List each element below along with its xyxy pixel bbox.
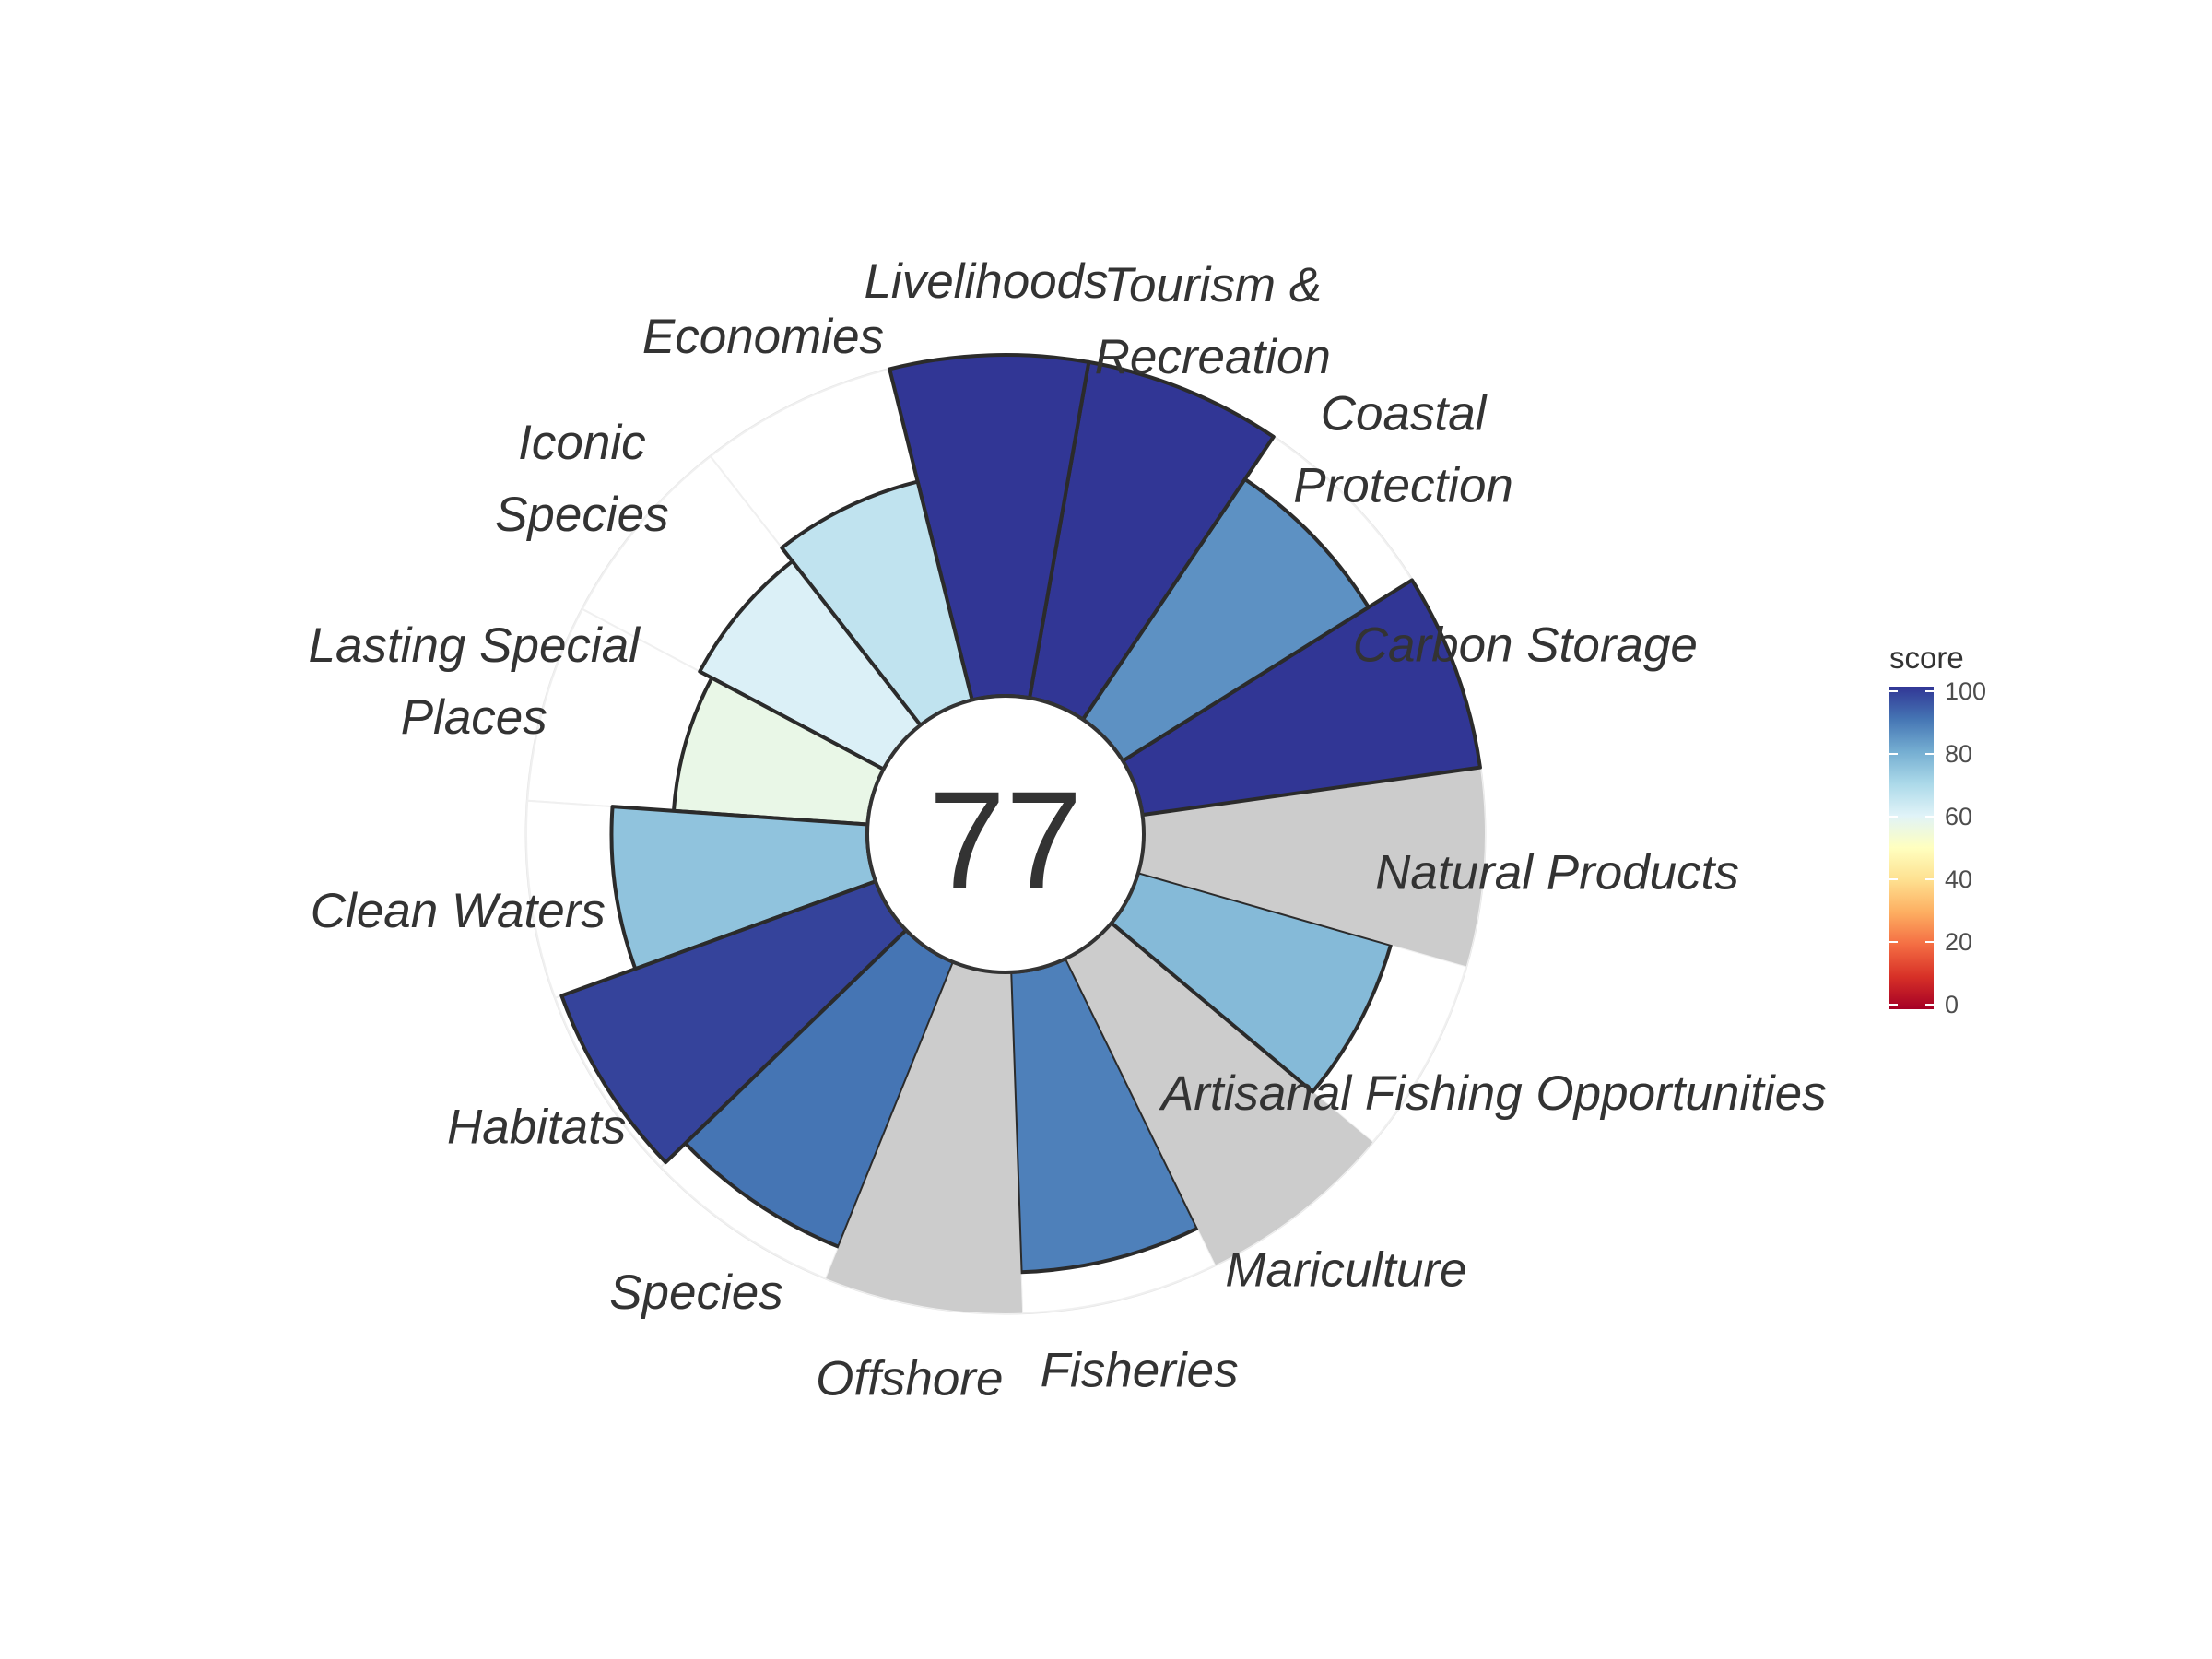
- legend-colorbar: [1889, 687, 1934, 1009]
- goal-label-line: Lasting Special: [309, 618, 641, 673]
- goal-label-line: Species: [609, 1265, 783, 1320]
- goal-label-iconic-species: Iconic Species: [495, 416, 669, 542]
- goal-label-natural-products: Natural Products: [1375, 845, 1739, 900]
- legend-tick-label: 0: [1945, 991, 1959, 1018]
- goal-label-artisanal-fishing-opportunities: Artisanal Fishing Opportunities: [1159, 1066, 1827, 1121]
- goal-label-line: Mariculture: [1225, 1242, 1466, 1297]
- goal-label-economies: Economies: [642, 310, 884, 364]
- goal-label-line: Livelihoods: [864, 254, 1108, 309]
- center-score: 77: [929, 762, 1083, 917]
- goal-label-line: Recreation: [1095, 330, 1331, 384]
- goal-label-species: Species: [609, 1265, 783, 1320]
- goal-label-coastal-protection: Coastal Protection: [1293, 387, 1513, 513]
- goal-label-fisheries: Fisheries: [1041, 1344, 1239, 1398]
- goal-label-carbon-storage: Carbon Storage: [1353, 618, 1698, 672]
- goal-label-lasting-special-places: Lasting Special Places: [309, 618, 641, 745]
- goal-label-line: Carbon Storage: [1353, 618, 1698, 672]
- goal-label-line: Artisanal Fishing Opportunities: [1159, 1066, 1827, 1121]
- legend-tick-label: 40: [1945, 865, 1972, 893]
- goal-label-tourism-recreation: Tourism & Recreation: [1095, 258, 1331, 384]
- score-legend: score 100 80 60 40 20 0: [1889, 641, 1986, 1018]
- petal-mariculture: [1065, 923, 1373, 1265]
- goal-label-line: Iconic: [518, 416, 645, 470]
- legend-tick-label: 100: [1945, 677, 1986, 705]
- goal-label-line: Economies: [642, 310, 884, 364]
- goal-label-line: Coastal: [1321, 387, 1488, 441]
- legend-tick-label: 60: [1945, 803, 1972, 830]
- goal-label-livelihoods: Livelihoods: [864, 254, 1108, 309]
- legend-tick-label: 20: [1945, 928, 1972, 956]
- goal-label-line: Clean Waters: [311, 884, 606, 938]
- goal-label-line: Places: [401, 690, 547, 745]
- goal-label-mariculture: Mariculture: [1225, 1242, 1466, 1297]
- goal-label-line: Species: [495, 488, 669, 542]
- goal-label-line: Protection: [1293, 459, 1513, 513]
- legend-title: score: [1889, 641, 1964, 675]
- center-circle: [865, 694, 1146, 974]
- goal-label-line: Fisheries: [1041, 1344, 1239, 1398]
- goal-label-offshore: Offshore: [816, 1351, 1003, 1406]
- petals: [559, 352, 1485, 1313]
- legend-ticks: 100 80 60 40 20 0: [1889, 677, 1986, 1018]
- goal-label-clean-waters: Clean Waters: [311, 884, 606, 938]
- goal-label-line: Habitats: [447, 1100, 626, 1154]
- petal-natural-products: [1138, 767, 1485, 967]
- goal-label-line: Offshore: [816, 1351, 1003, 1406]
- legend-tick-label: 80: [1945, 740, 1972, 768]
- petal-offshore: [826, 962, 1023, 1313]
- goal-label-line: Tourism &: [1103, 258, 1322, 312]
- goal-label-line: Natural Products: [1375, 845, 1739, 900]
- goal-labels: Fisheries Mariculture Artisanal Fishing Op…: [309, 254, 1827, 1406]
- goal-label-habitats: Habitats: [447, 1100, 626, 1154]
